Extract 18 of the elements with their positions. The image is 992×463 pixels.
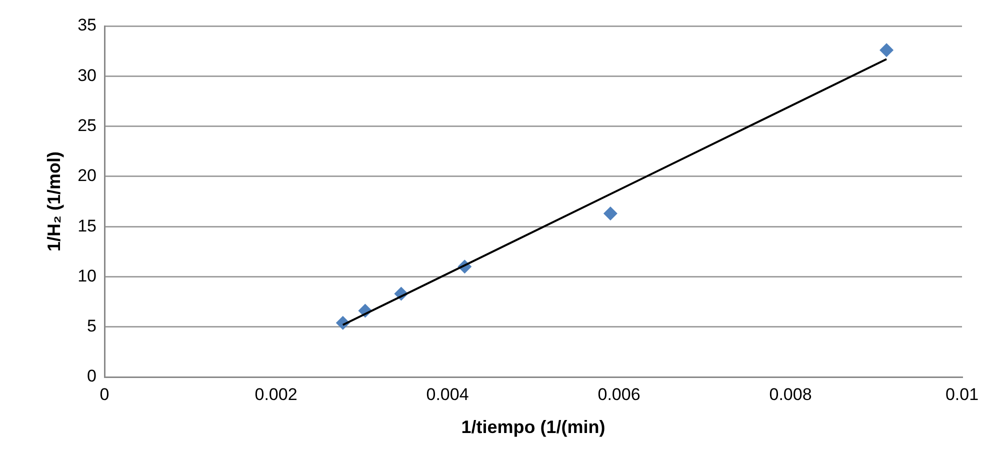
y-tick-label: 10 (78, 266, 97, 286)
y-tick-label: 20 (78, 166, 97, 186)
x-tick-label: 0.004 (426, 384, 469, 404)
y-tick-label: 15 (78, 216, 97, 236)
y-axis-title: 1/H₂ (1/mol) (44, 151, 64, 252)
y-tick-label: 30 (78, 66, 97, 85)
x-tick-label: 0.006 (598, 384, 640, 404)
y-tick-label: 0 (87, 366, 97, 386)
y-tick-label: 25 (78, 116, 97, 135)
x-axis-title: 1/tiempo (1/(min) (461, 417, 606, 438)
x-tick-label: 0.01 (945, 384, 979, 404)
y-tick-label: 35 (78, 16, 97, 35)
point (880, 43, 894, 58)
x-tick-label: 0.002 (254, 384, 298, 404)
x-tick-label: 0.008 (769, 384, 812, 404)
point (603, 206, 618, 221)
x-tick-label: 0 (100, 384, 110, 404)
y-tick-label: 5 (87, 316, 97, 336)
